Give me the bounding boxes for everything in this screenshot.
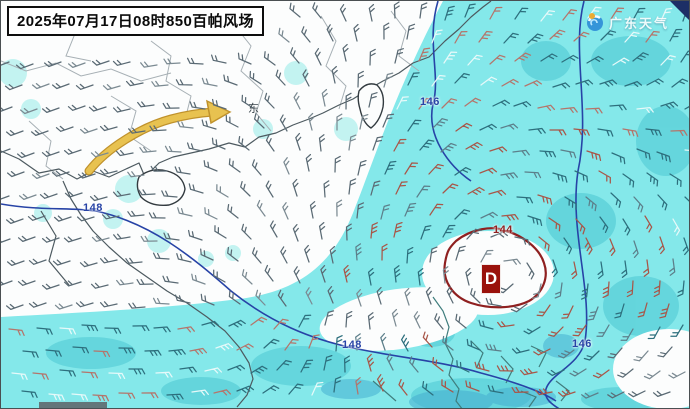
wind-barb-group (343, 122, 670, 397)
contour-label-148: 148 (342, 339, 362, 351)
contour-label-146: 146 (572, 338, 592, 350)
contour-label-148: 148 (83, 202, 103, 214)
contour-label-144: 144 (493, 224, 513, 236)
wind-barb-group (11, 6, 689, 401)
island-taiwan (357, 83, 385, 129)
east-annotation: 东 (248, 103, 259, 115)
wind-barb-group (355, 118, 676, 399)
contour-label-146: 146 (420, 96, 440, 108)
watermark-text: 广东天气 (608, 15, 669, 31)
wind-barb-group (1, 1, 673, 399)
map-title: 2025年07月17日08时850百帕风场 (7, 6, 264, 36)
islands-philippines (372, 296, 570, 408)
low-pressure-marker: D (481, 264, 501, 294)
wind-barb-group (18, 27, 686, 380)
video-progress-bar[interactable] (39, 402, 107, 408)
weather-swirl-icon (585, 12, 605, 32)
wind-barbs-layer (1, 1, 689, 402)
wind-barb-group (8, 6, 688, 402)
coastlines (1, 1, 492, 408)
corner-fold-decoration (670, 1, 689, 20)
wind-barb-group (21, 3, 689, 400)
watermark-logo: 广东天气 (585, 12, 669, 32)
height-contour-red-144 (443, 227, 547, 309)
flow-arrow (84, 99, 232, 176)
